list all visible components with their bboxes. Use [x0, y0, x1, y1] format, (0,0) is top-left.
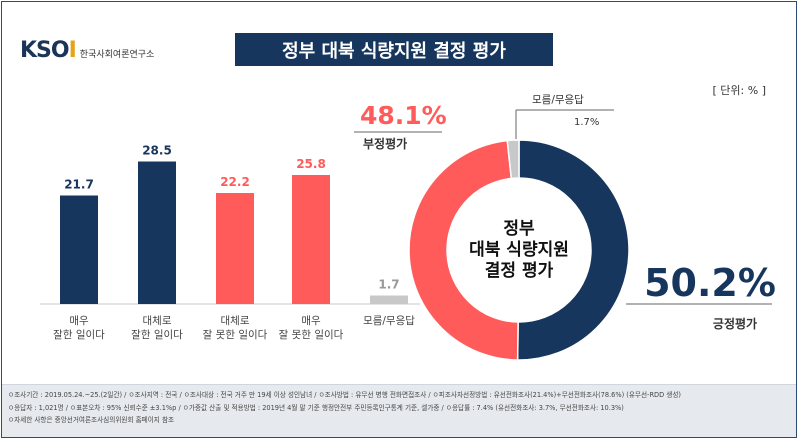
- bar-category-label-2: 잘한 일이다: [131, 328, 183, 341]
- unknown-value-label: 1.7%: [574, 117, 599, 128]
- donut-center-text-1: 정부: [503, 219, 535, 239]
- page-title: 정부 대북 식량지원 결정 평가: [235, 33, 553, 66]
- negative-name-label: 부정평가: [363, 136, 407, 151]
- bar-4: [292, 175, 330, 304]
- footer-line-2: ㅇ응답자 : 1,021명 / ㅇ표본오차 : 95% 신뢰수준 ±3.1%p …: [8, 403, 624, 412]
- bar-category-label-3: 대체로: [221, 315, 250, 327]
- survey-footer: ㅇ조사기간 : 2019.05.24.~25.(2일간) / ㅇ조사지역 : 전…: [2, 384, 796, 437]
- positive-name-label: 긍정평가: [713, 316, 757, 331]
- bar-3: [216, 193, 254, 304]
- positive-value-label: 50.2%: [644, 261, 776, 305]
- bar-5: [370, 295, 408, 304]
- logo-mark: KSOI: [20, 38, 77, 63]
- bar-value-label-4: 25.8: [296, 157, 326, 171]
- negative-value-label: 48.1%: [360, 101, 447, 130]
- bar-1: [60, 195, 98, 304]
- bar-category-label-2: 대체로: [143, 315, 172, 327]
- unknown-name-label: 모름/무응답: [532, 94, 584, 106]
- bar-value-label-2: 28.5: [142, 144, 172, 158]
- donut-slice-2: [408, 139, 519, 361]
- bar-value-label-3: 22.2: [220, 175, 250, 189]
- bar-category-label-1: 잘한 일이다: [53, 328, 105, 341]
- bar-2: [138, 161, 176, 304]
- donut-slice-3: [506, 139, 520, 180]
- footer-line-3: ㅇ자세한 사항은 중앙선거여론조사심의위원회 홈페이지 참조: [8, 416, 175, 424]
- bar-category-label-1: 매우: [69, 315, 89, 327]
- bar-category-label-5: 모름/무응답: [363, 315, 415, 327]
- bar-category-label-3: 잘 못한 일이다: [203, 328, 268, 341]
- donut-center-text-3: 결정 평가: [485, 261, 554, 281]
- bar-value-label-5: 1.7: [378, 278, 399, 292]
- unit-label: [ 단위: % ]: [712, 84, 766, 97]
- donut-center-text-2: 대북 식량지원: [469, 240, 569, 260]
- donut-slice-1: [516, 139, 630, 361]
- ksoi-logo: KSOI 한국사회여론연구소: [20, 38, 154, 63]
- bar-category-label-4: 매우: [301, 315, 321, 327]
- bar-value-label-1: 21.7: [64, 178, 94, 192]
- logo-org-name: 한국사회여론연구소: [79, 50, 155, 60]
- bar-category-label-4: 잘 못한 일이다: [279, 328, 344, 341]
- footer-line-1: ㅇ조사기간 : 2019.05.24.~25.(2일간) / ㅇ조사지역 : 전…: [8, 391, 681, 399]
